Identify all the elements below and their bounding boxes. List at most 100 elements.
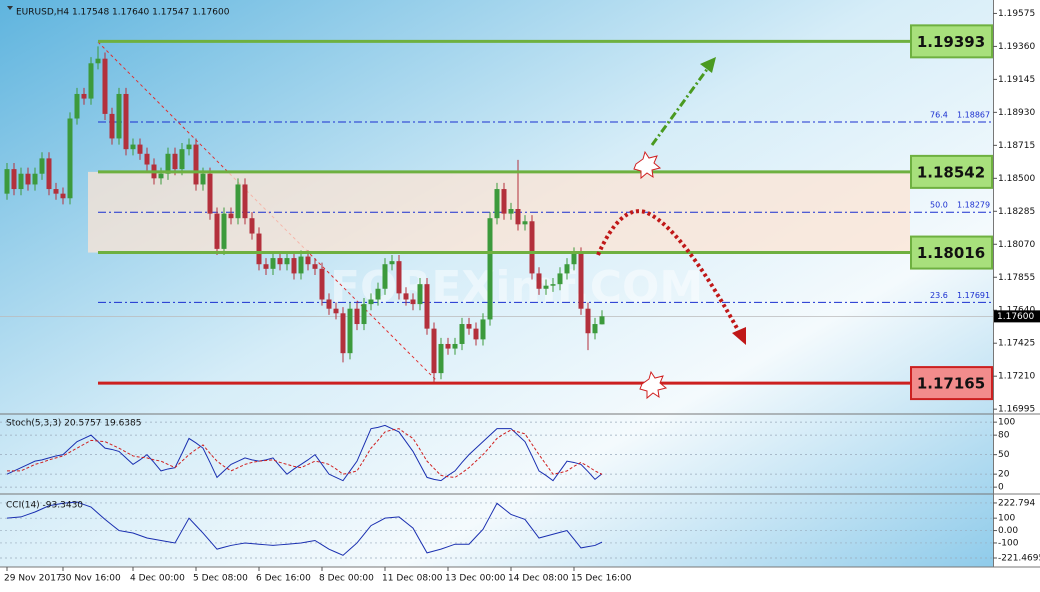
candle-body bbox=[522, 221, 528, 225]
candle-body bbox=[123, 93, 129, 150]
candle-body bbox=[242, 184, 248, 219]
candle-body bbox=[39, 158, 45, 174]
candle-body bbox=[543, 285, 549, 289]
candle-body bbox=[256, 233, 262, 265]
candle-body bbox=[95, 58, 101, 64]
y-tick-label: 1.17855 bbox=[998, 273, 1035, 283]
candle-body bbox=[361, 304, 367, 325]
trend-line bbox=[97, 41, 437, 381]
candle-body bbox=[284, 258, 290, 265]
candle-body bbox=[53, 189, 59, 194]
menu-icon bbox=[7, 6, 13, 10]
candle-body bbox=[214, 213, 220, 249]
candle-body bbox=[144, 153, 150, 165]
y-tick-label: 1.18070 bbox=[998, 240, 1035, 250]
candle-body bbox=[550, 284, 556, 286]
fib-price: 1.17691 bbox=[957, 291, 990, 300]
candle-body bbox=[228, 213, 234, 219]
x-tick-label: 15 Dec 16:00 bbox=[571, 574, 632, 584]
candle-body bbox=[165, 153, 171, 174]
y-tick-label: -100 bbox=[998, 538, 1019, 548]
candle-body bbox=[466, 324, 472, 329]
candle-body bbox=[326, 299, 332, 309]
candle-body bbox=[60, 193, 66, 199]
x-tick-label: 14 Dec 08:00 bbox=[508, 574, 569, 584]
candle-body bbox=[137, 144, 143, 154]
x-tick-label: 6 Dec 16:00 bbox=[256, 574, 311, 584]
candle-body bbox=[340, 313, 346, 354]
x-tick-label: 8 Dec 00:00 bbox=[319, 574, 374, 584]
candle-body bbox=[81, 93, 87, 99]
candle-body bbox=[221, 213, 227, 249]
candle-body bbox=[564, 264, 570, 274]
candle-body bbox=[578, 253, 584, 309]
candle-body bbox=[424, 284, 430, 329]
level-label: 1.19393 bbox=[917, 33, 985, 51]
watermark: FOREXimf.COM bbox=[330, 262, 703, 313]
fib-level: 50.0 bbox=[930, 201, 948, 210]
y-tick-label: 100 bbox=[998, 418, 1015, 428]
candle-body bbox=[431, 328, 437, 374]
candle-body bbox=[599, 316, 605, 325]
level-label: 1.18542 bbox=[917, 163, 985, 181]
candle-body bbox=[319, 268, 325, 300]
candle-body bbox=[354, 308, 360, 325]
candle-body bbox=[585, 308, 591, 334]
break-star bbox=[639, 370, 668, 400]
candle-body bbox=[186, 144, 192, 150]
candle-body bbox=[298, 256, 304, 274]
candle-body bbox=[480, 319, 486, 340]
x-tick-label: 13 Dec 00:00 bbox=[445, 574, 506, 584]
candle-body bbox=[18, 173, 24, 190]
level-label: 1.17165 bbox=[917, 375, 985, 393]
candle-body bbox=[130, 144, 136, 150]
candle-body bbox=[291, 258, 297, 274]
candle-body bbox=[515, 209, 521, 225]
y-tick-label: 1.19145 bbox=[998, 75, 1035, 85]
candle-body bbox=[179, 149, 185, 170]
x-tick-label: 11 Dec 08:00 bbox=[382, 574, 443, 584]
candle-body bbox=[305, 256, 311, 265]
candle-body bbox=[312, 264, 318, 269]
y-tick-label: 80 bbox=[998, 431, 1010, 441]
candle-body bbox=[501, 189, 507, 214]
candle-body bbox=[410, 299, 416, 305]
y-tick-label: 1.18930 bbox=[998, 108, 1035, 118]
y-tick-label: 1.19360 bbox=[998, 42, 1035, 52]
break-star bbox=[633, 150, 662, 180]
y-tick-label: 20 bbox=[998, 470, 1010, 480]
candle-body bbox=[46, 158, 52, 190]
candle-body bbox=[459, 324, 465, 344]
candle-body bbox=[235, 184, 241, 219]
candle-body bbox=[494, 189, 500, 219]
candle-body bbox=[193, 144, 199, 185]
candle-body bbox=[270, 258, 276, 269]
candle-body bbox=[249, 218, 255, 234]
candle-body bbox=[347, 308, 353, 354]
y-tick-label: 1.18500 bbox=[998, 174, 1035, 184]
down-arrow-head bbox=[732, 327, 746, 345]
candle-body bbox=[333, 308, 339, 314]
candle-body bbox=[417, 284, 423, 305]
candle-body bbox=[74, 93, 80, 119]
candle-body bbox=[116, 93, 122, 139]
y-tick-label: 0.00 bbox=[998, 526, 1018, 536]
level-box bbox=[910, 24, 993, 59]
level-box bbox=[910, 154, 993, 189]
y-tick-label: -221.4695 bbox=[998, 554, 1040, 564]
x-tick-label: 30 Nov 16:00 bbox=[60, 574, 121, 584]
fib-price: 1.18867 bbox=[957, 111, 990, 120]
indicator-line bbox=[6, 501, 603, 556]
candle-body bbox=[25, 173, 31, 185]
candle-body bbox=[445, 343, 451, 349]
y-tick-label: 1.18715 bbox=[998, 141, 1035, 151]
y-tick-label: 1.17425 bbox=[998, 339, 1035, 349]
candle-body bbox=[158, 173, 164, 179]
candle-body bbox=[487, 218, 493, 320]
candle-body bbox=[571, 253, 577, 265]
x-tick-label: 4 Dec 00:00 bbox=[130, 574, 185, 584]
candle-body bbox=[536, 273, 542, 289]
candle-body bbox=[508, 209, 514, 214]
candle-body bbox=[592, 324, 598, 334]
